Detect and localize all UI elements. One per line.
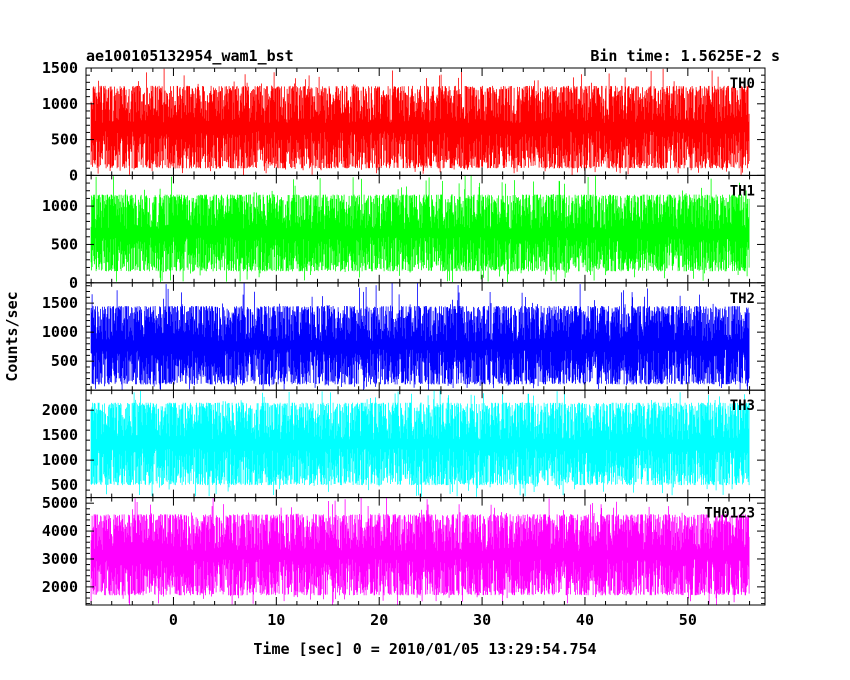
y-tick-label: 500	[51, 235, 78, 253]
x-tick-label: 20	[370, 611, 388, 629]
x-axis-label: Time [sec] 0 = 2010/01/05 13:29:54.754	[253, 640, 596, 658]
bin-time-label: Bin time: 1.5625E-2 s	[590, 47, 780, 65]
y-tick-label: 500	[51, 476, 78, 494]
y-tick-label: 1000	[42, 95, 78, 113]
y-axis-label: Counts/sec	[3, 291, 21, 381]
series-th1	[90, 175, 750, 283]
x-tick-label: 0	[169, 611, 178, 629]
y-tick-label: 1000	[42, 197, 78, 215]
series-th3	[90, 390, 750, 497]
series-th0123	[90, 497, 750, 605]
panel-label: TH1	[730, 183, 755, 199]
panel-label: TH3	[730, 398, 755, 414]
y-tick-label: 1000	[42, 451, 78, 469]
y-tick-label: 4000	[42, 522, 78, 540]
panel-th1: 0 500 1000 TH1	[42, 174, 766, 292]
panel-label: TH0	[730, 76, 755, 92]
y-tick-label: 1000	[42, 323, 78, 341]
y-tick-label: 1500	[42, 59, 78, 77]
x-tick-label: 10	[267, 611, 285, 629]
y-tick-label: 3000	[42, 550, 78, 568]
panel-th0123: 2000 3000 4000 5000 TH0123	[42, 494, 766, 606]
series-th2	[90, 282, 750, 391]
x-tick-label: 50	[679, 611, 697, 629]
chart-title: ae100105132954_wam1_bst	[86, 47, 294, 65]
y-tick-label: 1500	[42, 294, 78, 312]
y-tick-label: 500	[51, 131, 78, 149]
panel-label: TH0123	[704, 506, 755, 522]
panel-label: TH2	[730, 291, 755, 307]
y-tick-label: 2000	[42, 401, 78, 419]
y-tick-label: 1500	[42, 426, 78, 444]
x-tick-label: 40	[576, 611, 594, 629]
y-tick-label: 0	[69, 166, 78, 184]
panel-frame	[85, 497, 766, 606]
panel-th2: 500 1000 1500 TH2	[42, 282, 766, 391]
y-tick-label: 0	[69, 274, 78, 292]
x-tick-label: 30	[473, 611, 491, 629]
panel-th0: 0 500 1000 1500 TH0	[42, 59, 766, 184]
panel-th3: 500 1000 1500 2000 TH3	[42, 389, 766, 499]
y-tick-label: 5000	[42, 494, 78, 512]
series-th0	[90, 68, 750, 176]
y-tick-label: 2000	[42, 578, 78, 596]
y-tick-label: 500	[51, 352, 78, 370]
